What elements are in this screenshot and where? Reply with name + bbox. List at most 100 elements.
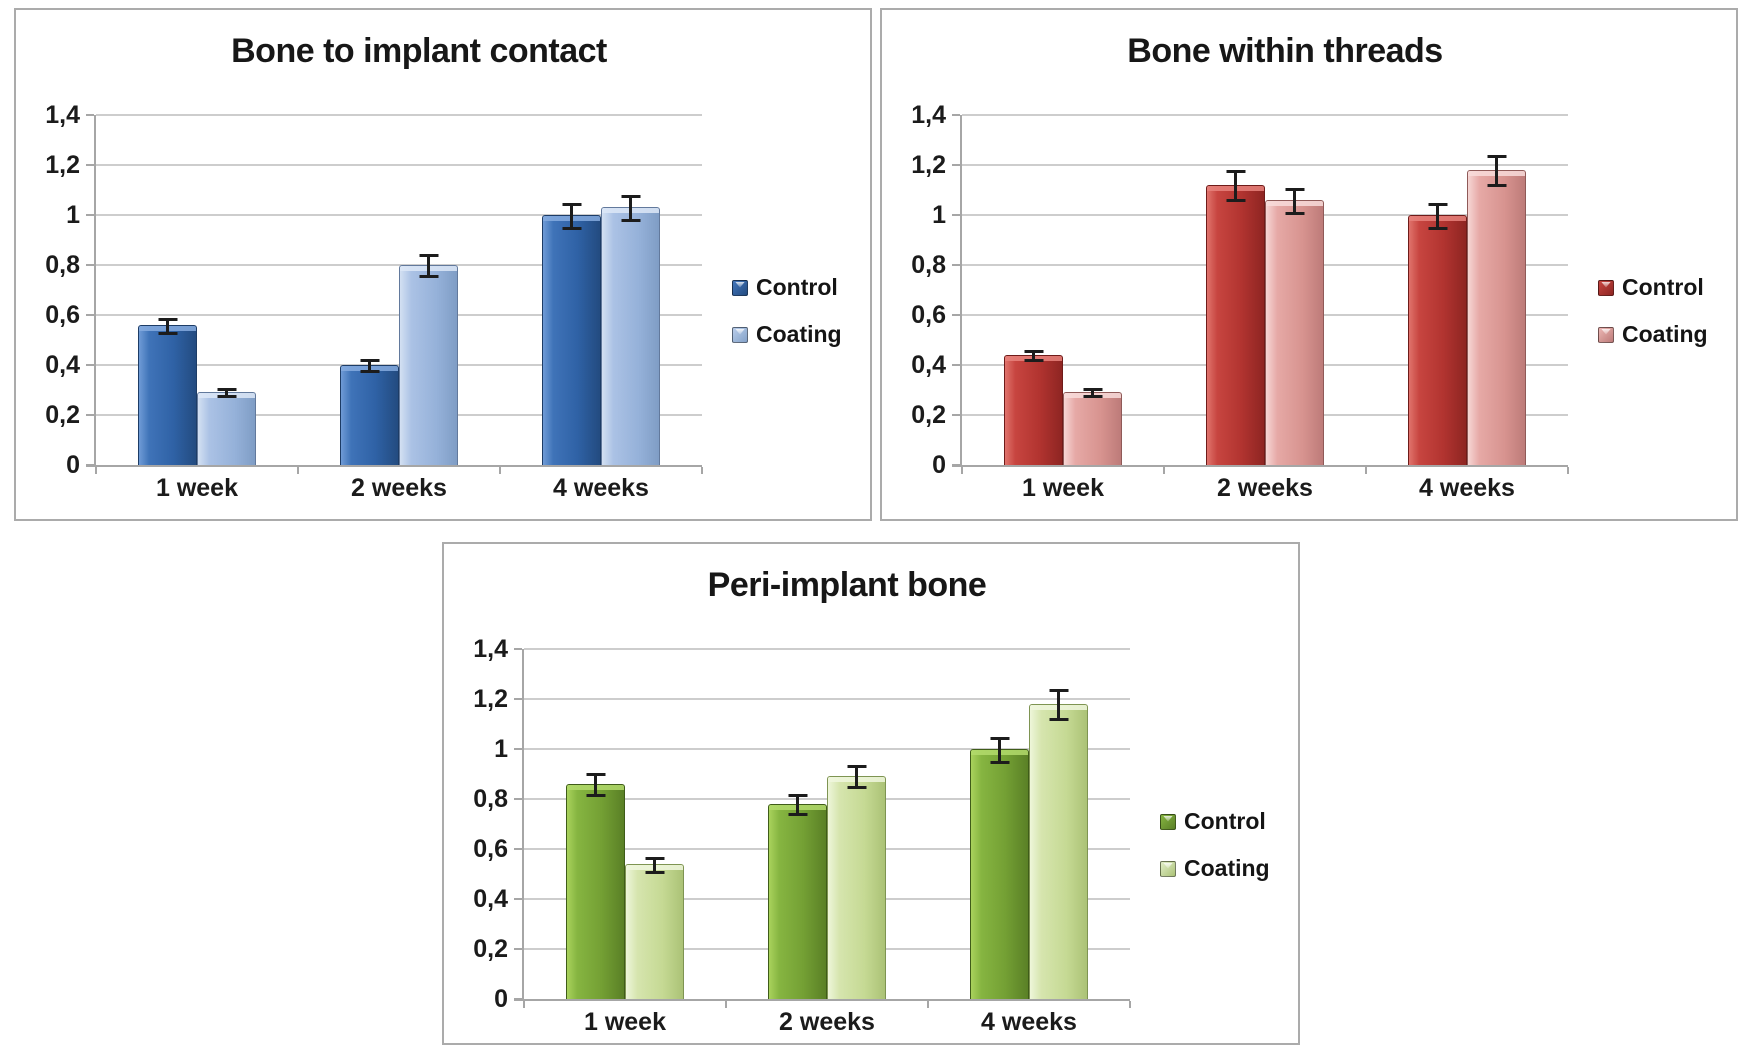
error-bar [796,795,799,815]
legend-marker-control [1598,279,1614,296]
y-tick-label: 0,2 [911,401,946,429]
legend-label-control: Control [1622,274,1704,300]
x-category-label: 1 week [155,474,238,502]
x-axis-line [952,465,1568,467]
x-tick [1365,467,1367,474]
y-tick [952,264,960,266]
y-tick [514,698,522,700]
gridline [524,698,1130,700]
y-tick [86,364,94,366]
error-bar [1436,203,1439,229]
y-tick [514,748,522,750]
y-tick [514,798,522,800]
y-tick [952,164,960,166]
x-axis-line [514,999,1130,1001]
gridline [96,214,702,216]
y-tick [86,214,94,216]
error-bar [653,857,656,873]
y-tick-label: 1 [66,201,80,229]
error-bar [998,737,1001,763]
x-tick [1567,467,1569,474]
error-bar [1091,389,1094,397]
error-bar [1032,351,1035,361]
bar-control-2-weeks [340,359,399,465]
x-category-label: 2 weeks [779,1008,875,1036]
bar-coating-2-weeks [827,765,886,999]
legend-label-coating: Coating [1184,855,1270,881]
chart-panel-bone-within-threads: Bone within threads Control Coating 1,4 1… [880,8,1738,521]
y-tick [514,848,522,850]
error-bar [1293,188,1296,214]
y-tick-label: 0,2 [45,401,80,429]
error-bar [594,773,597,797]
y-tick [86,314,94,316]
gridline [962,114,1568,116]
y-tick-label: 0,6 [473,835,508,863]
chart-title: Bone within threads [1127,32,1443,70]
x-category-label: 4 weeks [1419,474,1515,502]
y-axis-line [960,115,962,467]
y-tick [86,264,94,266]
legend-marker-coating [732,326,748,343]
bar-control-1-week [1004,351,1063,465]
gridline [524,648,1130,650]
error-bar [166,318,169,334]
y-tick-label: 1 [932,201,946,229]
y-tick [514,998,522,1000]
legend-item-coating: Coating [1160,855,1270,882]
legend-label-coating: Coating [756,321,842,347]
legend-marker-control [1160,813,1176,830]
x-tick [297,467,299,474]
y-tick [952,114,960,116]
plot-area [86,114,703,474]
error-bar [570,203,573,229]
legend-marker-coating [1160,860,1176,877]
x-category-label: 4 weeks [553,474,649,502]
legend-marker-control [732,279,748,296]
gridline [96,114,702,116]
y-tick [952,314,960,316]
error-bar [427,254,430,278]
bar-coating-2-weeks [1265,188,1324,465]
bar-control-2-weeks [1206,171,1265,465]
x-tick [927,1001,929,1008]
x-category-label: 4 weeks [981,1008,1077,1036]
x-axis-line [86,465,702,467]
gridline [962,164,1568,166]
y-tick-label: 0,8 [45,251,80,279]
y-tick-label: 0,6 [911,301,946,329]
y-tick [952,414,960,416]
legend-item-coating: Coating [1598,321,1708,348]
legend-label-coating: Coating [1622,321,1708,347]
plot-area [952,114,1569,474]
y-tick-label: 1,2 [911,151,946,179]
chart-panel-peri-implant-bone: Peri-implant bone Control Coating 1,4 1,2… [442,542,1300,1045]
y-tick-label: 0,8 [911,251,946,279]
y-tick-label: 0 [66,451,80,479]
bar-coating-1-week [197,389,256,465]
y-tick-label: 0,4 [45,351,80,379]
bar-control-4-weeks [970,737,1029,999]
y-tick-label: 0 [932,451,946,479]
x-tick [701,467,703,474]
chart-title: Peri-implant bone [707,566,987,604]
x-tick [725,1001,727,1008]
error-bar [1234,171,1237,201]
y-tick-label: 0,8 [473,785,508,813]
error-bar [1495,156,1498,186]
plot-area [514,648,1131,1008]
error-bar [368,359,371,373]
bar-control-2-weeks [768,795,827,999]
error-bar [225,389,228,397]
legend: Control Coating [1160,808,1270,902]
x-category-label: 1 week [583,1008,666,1036]
y-tick [514,898,522,900]
y-tick-label: 1,4 [911,101,946,129]
error-bar [629,195,632,221]
y-tick [86,464,94,466]
y-tick [952,214,960,216]
bar-coating-1-week [1063,389,1122,465]
error-bar [855,765,858,789]
x-tick [1163,467,1165,474]
y-tick-label: 1,4 [45,101,80,129]
